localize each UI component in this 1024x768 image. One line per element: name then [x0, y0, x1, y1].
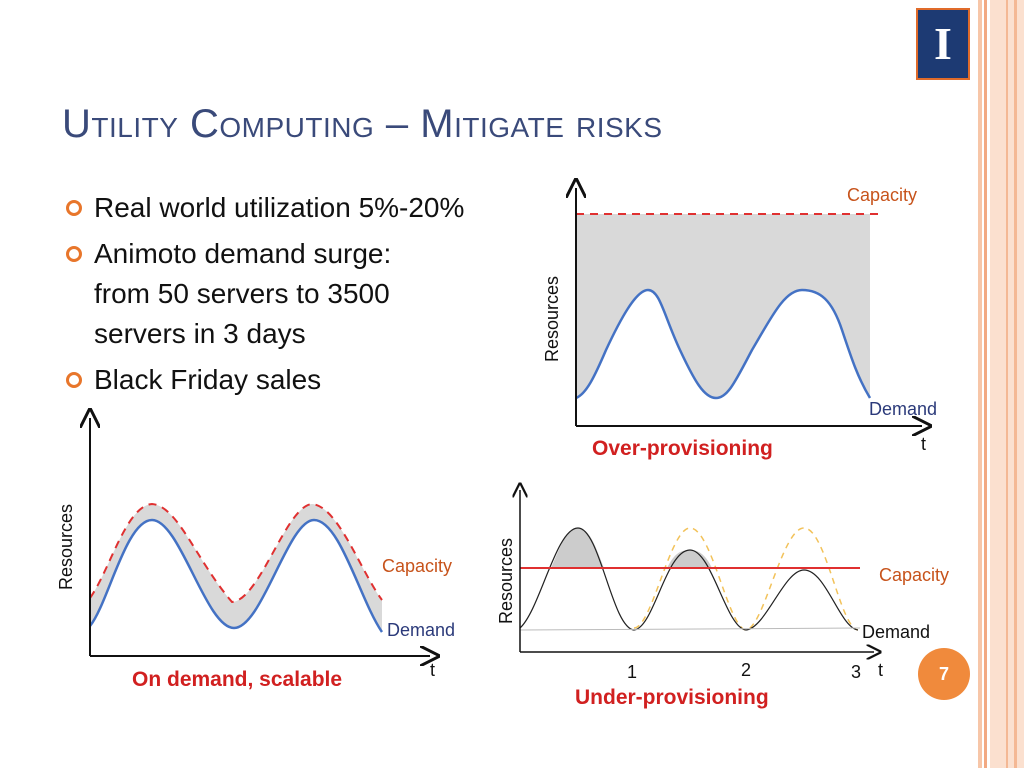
demand-label: Demand: [869, 399, 938, 419]
bullet-item: Black Friday sales: [66, 360, 546, 400]
y-axis-label: Resources: [496, 537, 516, 624]
capacity-curve: [89, 502, 383, 604]
y-axis-label: Resources: [542, 275, 562, 362]
baseline: [519, 627, 861, 631]
unmet-demand-area-2: [667, 550, 712, 568]
university-logo: I: [916, 8, 970, 80]
unmet-demand-area-1: [551, 528, 604, 568]
under-provisioning-caption: Under-provisioning: [575, 686, 769, 709]
tick-label-2: 2: [741, 660, 752, 680]
x-axis-label: t: [921, 434, 927, 454]
bullet-icon: [66, 372, 82, 388]
capacity-label: Capacity: [879, 565, 950, 585]
y-axis-label: Resources: [56, 503, 76, 590]
decor-stripe: [978, 0, 982, 768]
on-demand-caption: On demand, scalable: [132, 668, 343, 691]
slack-area: [90, 504, 382, 632]
bullet-text: Real world utilization 5%-20%: [94, 192, 465, 223]
bullet-icon: [66, 200, 82, 216]
demand-curve: [89, 518, 384, 633]
on-demand-diagram: [90, 418, 430, 656]
demand-curve: [575, 288, 872, 400]
tick-label-1: 1: [627, 662, 638, 682]
x-axis-label: t: [878, 660, 884, 680]
demand-label: Demand: [862, 622, 931, 642]
bullet-text: servers in 3 days: [94, 318, 306, 349]
bullet-text: Black Friday sales: [94, 364, 322, 395]
under-provisioning-diagram: [520, 490, 874, 652]
bullet-item: Animoto demand surge: from 50 servers to…: [66, 234, 546, 354]
over-provisioning-diagram: [576, 188, 922, 426]
bullet-icon: [66, 246, 82, 262]
page-number-badge: 7: [918, 648, 970, 700]
required-demand-curve: [633, 527, 859, 631]
capacity-label: Capacity: [847, 185, 918, 205]
logo-letter: I: [934, 18, 952, 69]
tick-label-3: 3: [851, 662, 862, 682]
served-demand-curve: [519, 527, 859, 631]
demand-label: Demand: [387, 620, 456, 640]
x-axis-label: t: [430, 660, 436, 680]
over-provisioning-caption: Over-provisioning: [592, 437, 773, 460]
slide-title: Utility Computing – Mitigate risks: [62, 102, 663, 146]
decor-stripe: [1014, 0, 1017, 768]
decor-stripe: [1006, 0, 1008, 768]
bullet-text: Animoto demand surge:: [94, 238, 392, 269]
bullet-list: Real world utilization 5%-20% Animoto de…: [66, 188, 546, 406]
excess-capacity-area: [576, 214, 870, 398]
capacity-label: Capacity: [382, 556, 453, 576]
bullet-text: from 50 servers to 3500: [94, 278, 390, 309]
bullet-item: Real world utilization 5%-20%: [66, 188, 546, 228]
decor-stripe: [984, 0, 987, 768]
